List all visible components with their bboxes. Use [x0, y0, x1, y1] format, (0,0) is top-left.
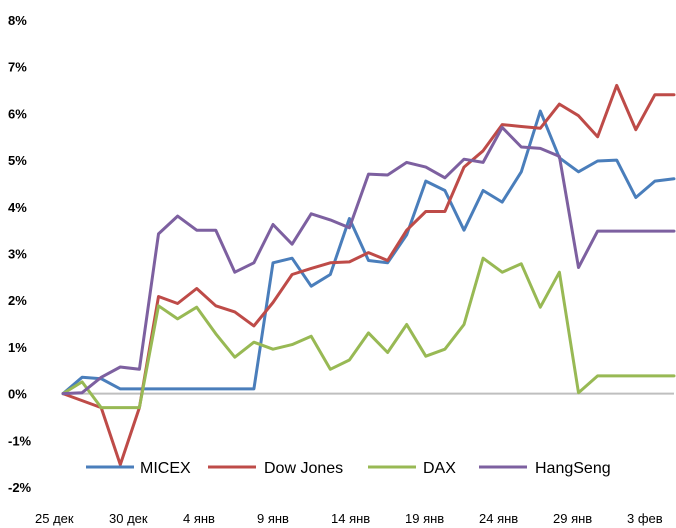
x-tick-label: 14 янв [331, 511, 370, 526]
legend-label: DAX [423, 460, 456, 477]
y-tick-label: 8% [8, 13, 27, 28]
y-tick-label: -1% [8, 433, 32, 448]
series-lines [61, 83, 676, 467]
y-tick-label: 5% [8, 153, 27, 168]
x-tick-label: 4 янв [183, 511, 215, 526]
y-tick-label: 7% [8, 60, 27, 75]
y-tick-label: 6% [8, 106, 27, 121]
y-tick-label: 2% [8, 293, 27, 308]
legend: MICEX Dow Jones DAX HangSeng [86, 460, 611, 477]
legend-item: MICEX [86, 460, 191, 477]
x-tick-label: 24 янв [479, 511, 518, 526]
y-tick-label: 4% [8, 200, 27, 215]
legend-label: MICEX [140, 460, 191, 477]
x-tick-label: 30 дек [109, 511, 148, 526]
legend-item: HangSeng [479, 460, 611, 477]
x-tick-label: 19 янв [405, 511, 444, 526]
y-axis: 8% 7% 6% 5% 4% 3% 2% 1% 0% -1% -2% [8, 13, 32, 495]
legend-item: DAX [368, 460, 456, 477]
series-line-dow-jones [61, 83, 676, 467]
x-tick-label: 9 янв [257, 511, 289, 526]
y-tick-label: 0% [8, 387, 27, 402]
x-axis: 25 дек 30 дек 4 янв 9 янв 14 янв 19 янв 24 янв… [35, 511, 663, 526]
x-tick-label: 29 янв [553, 511, 592, 526]
y-tick-label: 3% [8, 247, 27, 262]
x-tick-label: 25 дек [35, 511, 74, 526]
legend-label: HangSeng [535, 460, 611, 477]
series-line-micex [61, 109, 676, 396]
series-line-dax [61, 256, 676, 410]
legend-label: Dow Jones [264, 460, 343, 477]
y-tick-label: -2% [8, 480, 32, 495]
y-tick-label: 1% [8, 340, 27, 355]
legend-item: Dow Jones [208, 460, 343, 477]
x-tick-label: 3 фев [627, 511, 663, 526]
series-line-hangseng [61, 125, 676, 396]
